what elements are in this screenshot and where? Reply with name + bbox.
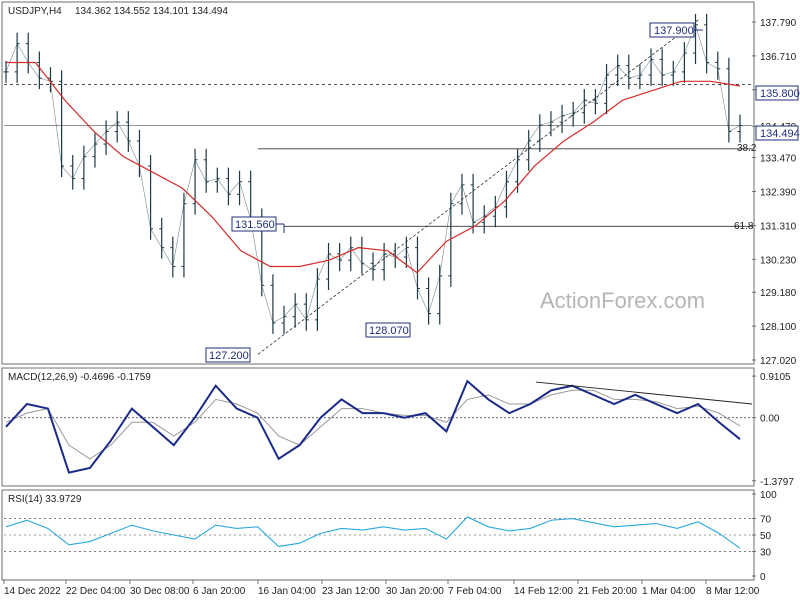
- level-135-label: 135.800: [760, 88, 800, 100]
- x-tick-label: 6 Jan 20:00: [193, 586, 246, 597]
- rsi-tick-label: 100: [760, 490, 777, 501]
- x-tick-label: 30 Jan 20:00: [386, 586, 444, 597]
- last-price-box: [755, 125, 799, 141]
- y-axis: 137.790136.710135.630134.470133.470132.3…: [752, 18, 797, 367]
- trend-dashed-line: [257, 18, 701, 355]
- x-tick-label: 30 Dec 08:00: [130, 586, 190, 597]
- ann-131-box: [231, 216, 277, 232]
- ohlc-label: 134.362 134.552 134.101 134.494: [75, 6, 228, 17]
- x-tick-label: 7 Feb 04:00: [448, 586, 502, 597]
- x-tick-label: 14 Dec 2022: [4, 586, 61, 597]
- y-tick-label: 137.790: [760, 18, 797, 29]
- y-tick-label: 131.310: [760, 221, 797, 232]
- y-tick-label: 129.180: [760, 288, 797, 299]
- x-tick-label: 23 Jan 12:00: [322, 586, 380, 597]
- annotations: [276, 29, 703, 233]
- rsi-tick-label: 30: [760, 547, 772, 558]
- rsi-tick-label: 0: [760, 572, 766, 583]
- y-tick-label: 130.230: [760, 255, 797, 266]
- watermark: ActionForex.com: [540, 288, 705, 313]
- price-trace: [5, 23, 741, 324]
- macd-signal-line: [5, 389, 741, 460]
- y-tick-label: 127.020: [760, 356, 797, 367]
- rsi-lines: 100 70 50 30 0: [4, 490, 777, 583]
- ann-131-text: 131.560: [235, 219, 275, 231]
- macd-lines: 0.9105 0.00 -1.3797: [4, 372, 794, 488]
- x-tick-label: 22 Dec 04:00: [66, 586, 126, 597]
- x-tick-label: 8 Mar 12:00: [706, 586, 760, 597]
- y-tick-label: 128.100: [760, 322, 797, 333]
- last-price-label: 134.494: [760, 128, 800, 140]
- macd-main-line: [5, 379, 741, 474]
- rsi-tick-label: 70: [760, 515, 772, 526]
- y-tick-label: 136.710: [760, 52, 797, 63]
- ann-128-text: 128.070: [369, 325, 409, 337]
- main-panel-frame: [1, 1, 755, 365]
- ann-low-box: [205, 347, 251, 363]
- macd-tick-label: 0.00: [760, 414, 780, 425]
- rsi-line: [5, 516, 741, 549]
- macd-panel-frame: [1, 367, 755, 487]
- macd-tick-label: 0.9105: [760, 372, 791, 383]
- level-135-box: [755, 85, 799, 101]
- rsi-tick-label: 50: [760, 531, 772, 542]
- ann-low-text: 127.200: [209, 350, 249, 362]
- macd-trendline: [535, 381, 753, 405]
- x-tick-label: 14 Feb 12:00: [514, 586, 573, 597]
- x-axis: 14 Dec 2022 22 Dec 04:00 30 Dec 08:00 6 Jan…: [3, 580, 760, 597]
- x-tick-label: 21 Feb 20:00: [578, 586, 637, 597]
- price-levels: [4, 18, 752, 355]
- y-tick-label: 133.470: [760, 154, 797, 165]
- ann-high-box: [649, 22, 695, 38]
- y-tick-label: 132.390: [760, 187, 797, 198]
- macd-label: MACD(12,26,9) -0.4696 -0.1759: [8, 372, 151, 383]
- fib-618-label: 61.8: [734, 221, 754, 232]
- chart-title: USDJPY,H4: [8, 6, 62, 17]
- fib-382-label: 38.2: [737, 143, 757, 154]
- moving-average: [6, 61, 741, 274]
- ann-high-text: 137.900: [654, 25, 694, 37]
- macd-tick-label: -1.3797: [760, 477, 794, 488]
- x-tick-label: 16 Jan 04:00: [258, 586, 316, 597]
- ann-128-box: [365, 322, 411, 338]
- x-tick-label: 1 Mar 04:00: [642, 586, 696, 597]
- price-bars: [3, 13, 743, 334]
- rsi-label: RSI(14) 33.9729: [8, 494, 82, 505]
- ma-line: [6, 61, 741, 274]
